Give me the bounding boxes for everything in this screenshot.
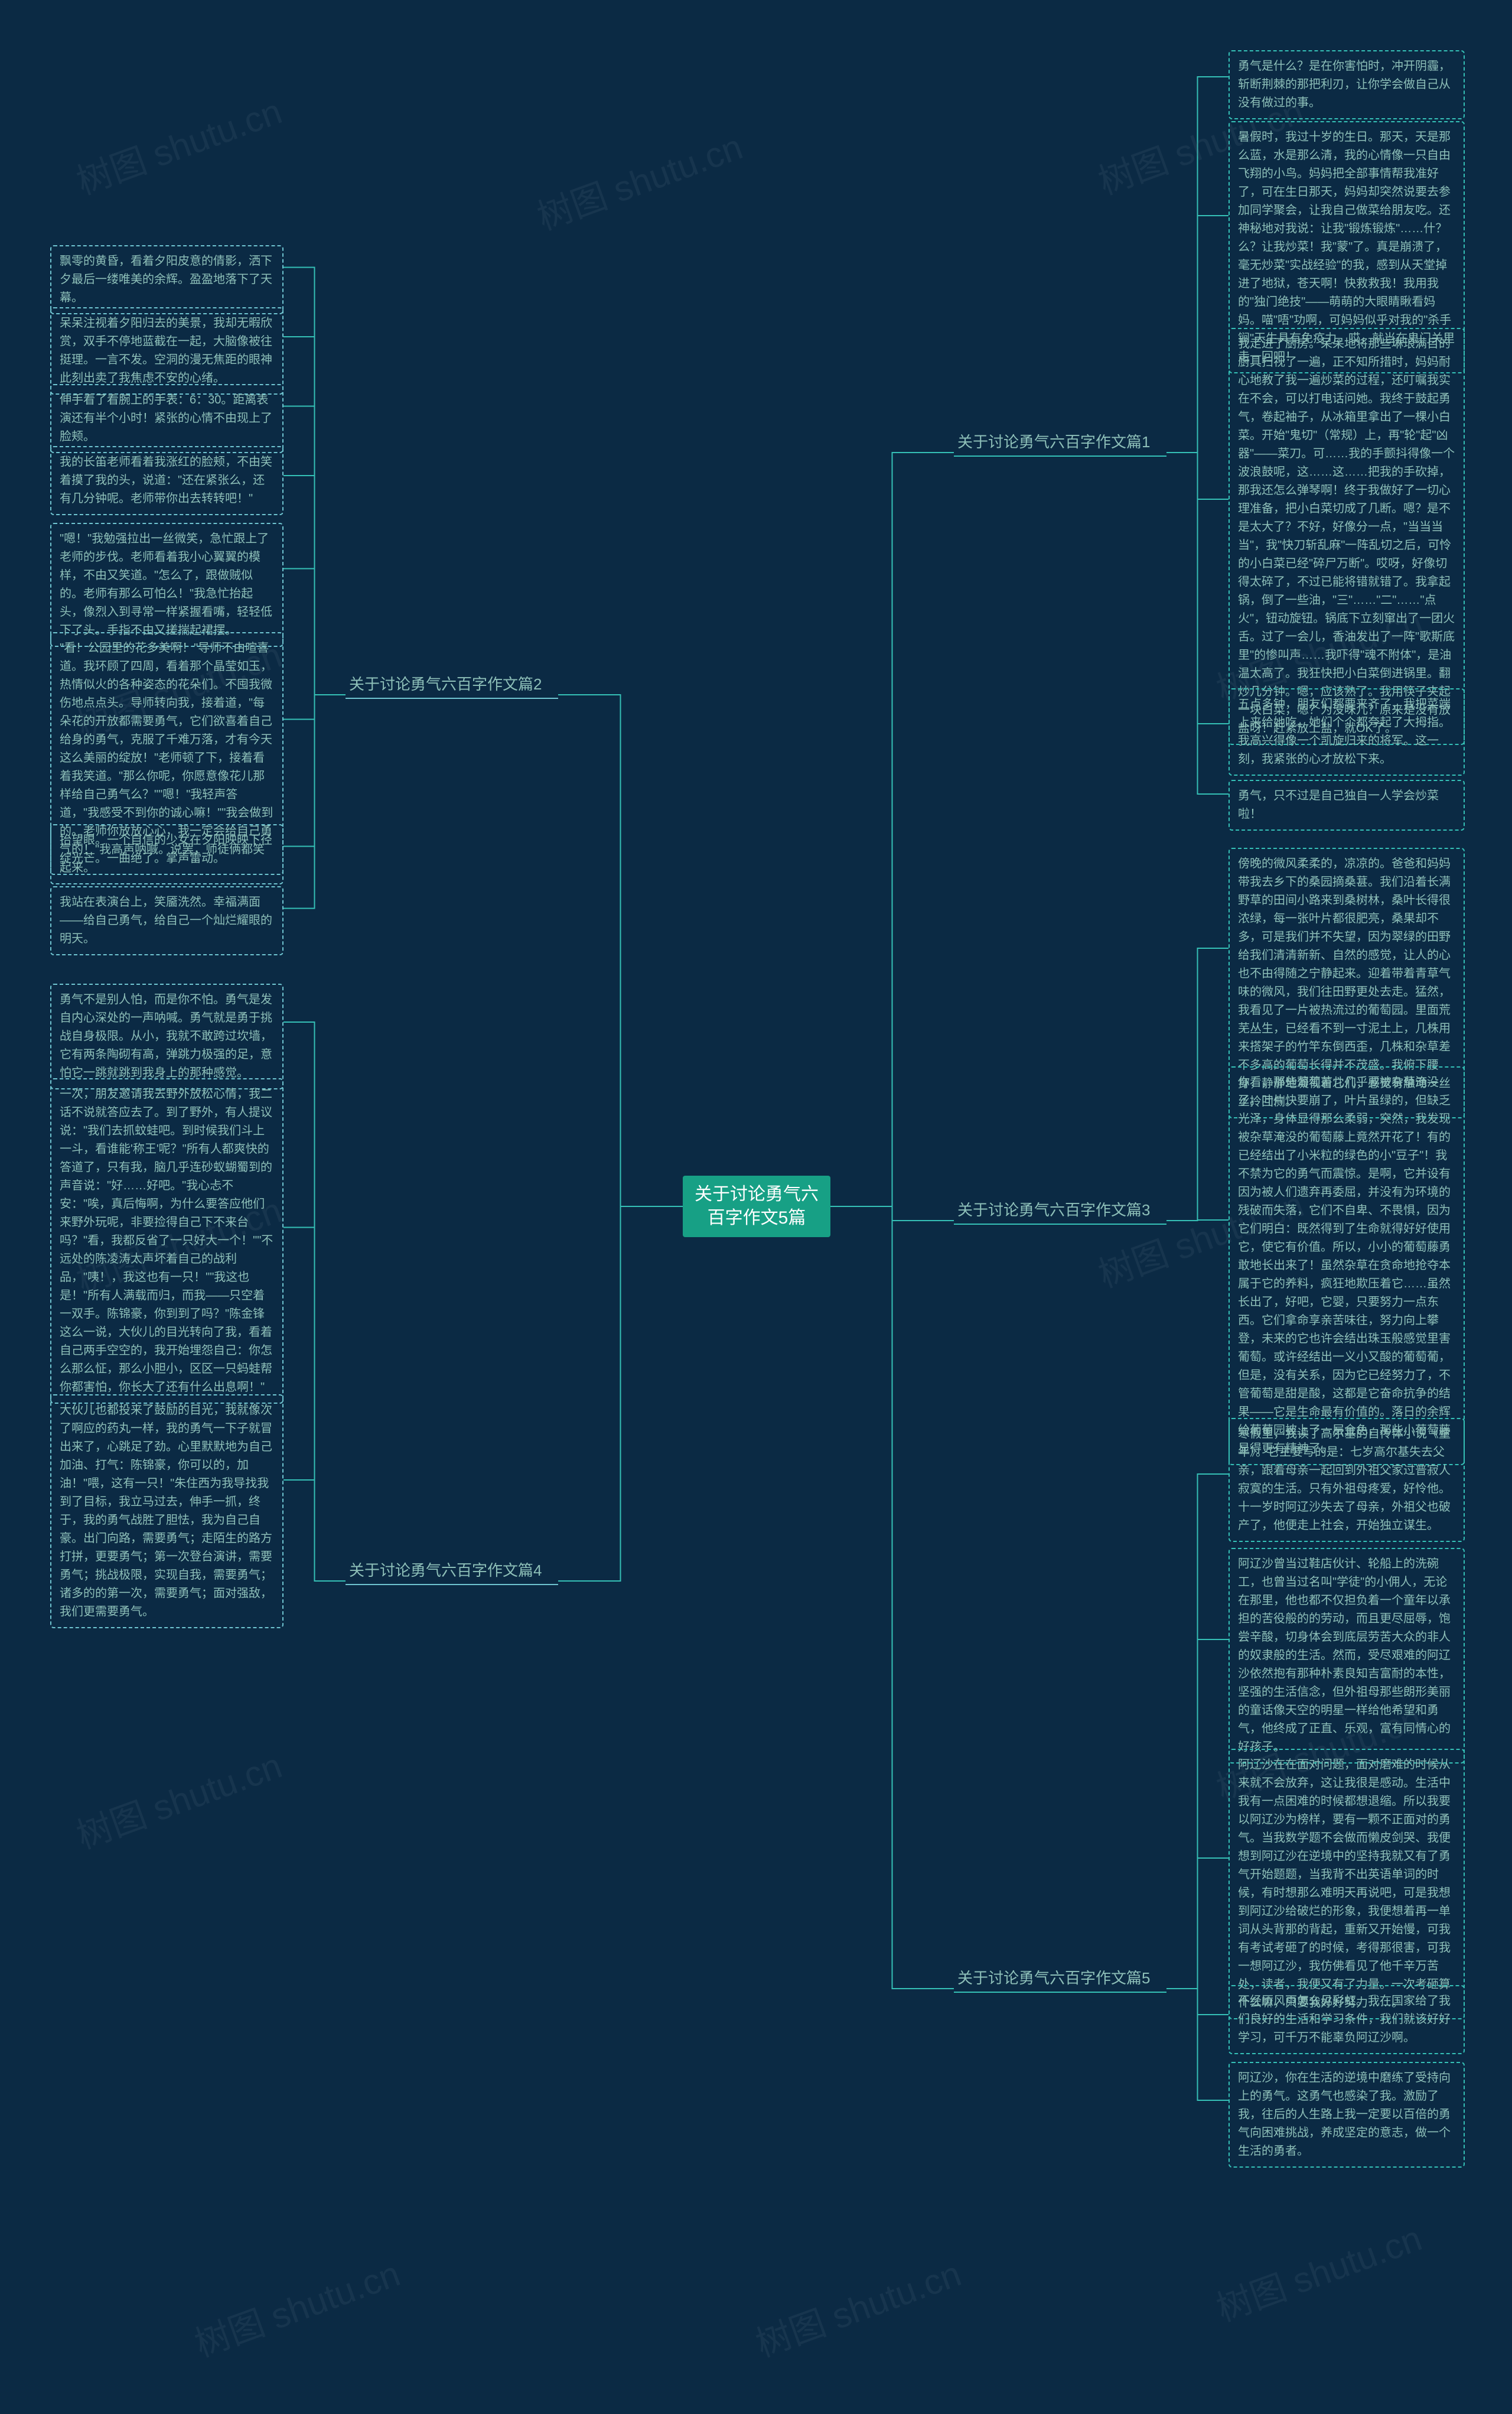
leaf-node[interactable]: 飘零的黄昏，看着夕阳皮意的倩影，洒下夕最后一缕唯美的余辉。盈盈地落下了天幕。	[50, 245, 284, 314]
leaf-node[interactable]: 勇气不是别人怕，而是你不怕。勇气是发自内心深处的一声呐喊。勇气就是勇于挑战自身极…	[50, 984, 284, 1089]
leaf-node[interactable]: 阿辽沙在在面对问题，面对磨难的时候从来就不会放弃，这让我很是感动。生活中我有一点…	[1228, 1749, 1465, 2019]
branch-node[interactable]: 关于讨论勇气六百字作文篇5	[954, 1961, 1166, 1993]
watermark: 树图 shutu.cn	[69, 83, 288, 204]
leaf-node[interactable]: 阿辽沙，你在生活的逆境中磨练了受持向上的勇气。这勇气也感染了我。激励了我，往后的…	[1228, 2062, 1465, 2168]
leaf-node[interactable]: 一次，朋友邀请我去野外放松心情，我二话不说就答应去了。到了野外，有人提议说："我…	[50, 1078, 284, 1404]
watermark: 树图 shutu.cn	[748, 2245, 967, 2367]
leaf-node[interactable]: 大伙儿也都投来了鼓励的目光，我就像次了啊应的药丸一样，我的勇气一下子就冒出来了，…	[50, 1394, 284, 1628]
leaf-node[interactable]: 寒假里，我读了高尔基的自传体小说《童年》。它主要写的是：七岁高尔基失去父亲，跟着…	[1228, 1418, 1465, 1542]
branch-label: 关于讨论勇气六百字作文篇3	[957, 1201, 1150, 1219]
mindmap-canvas: 树图 shutu.cn 树图 shutu.cn 树图 shutu.cn 树图 shut…	[0, 0, 1512, 2414]
watermark: 树图 shutu.cn	[1208, 2210, 1428, 2331]
branch-label: 关于讨论勇气六百字作文篇2	[349, 675, 542, 693]
leaf-node[interactable]: 你看，那些葡萄苗儿几乎要被杂草淹没了。叶片快要崩了，叶片虽绿的，但缺乏光泽，身体…	[1228, 1066, 1465, 1465]
leaf-node[interactable]: 我站在表演台上，笑靥洗然。幸福满面——给自己勇气，给自己一个灿烂耀眼的明天。	[50, 886, 284, 955]
leaf-node[interactable]: 五点多钟，朋友们都要来齐了，我把菜端上来给她吃。她们个个都夸起了大拇指。我高兴得…	[1228, 688, 1465, 776]
leaf-node[interactable]: 抬望眼。一个自信的少女在夕阳映映下径绽光芒。一曲绝了。掌声雷动。	[50, 824, 284, 875]
branch-label: 关于讨论勇气六百字作文篇4	[349, 1561, 542, 1579]
leaf-node[interactable]: 阿辽沙曾当过鞋店伙计、轮船上的洗碗工，也曾当过名叫"学徒"的小佣人，无论在那里，…	[1228, 1548, 1465, 1764]
branch-node[interactable]: 关于讨论勇气六百字作文篇2	[346, 668, 558, 699]
leaf-node[interactable]: 我的长笛老师看着我涨红的脸颊，不由笑着摸了我的头，说道："还在紧张么，还有几分钟…	[50, 446, 284, 515]
leaf-node[interactable]: 勇气是什么？是在你害怕时，冲开阴霾，斩断荆棘的那把利刃，让你学会做自己从没有做过…	[1228, 50, 1465, 119]
center-node[interactable]: 关于讨论勇气六百字作文5篇	[683, 1176, 830, 1237]
branch-node[interactable]: 关于讨论勇气六百字作文篇1	[954, 425, 1166, 457]
watermark: 树图 shutu.cn	[69, 1737, 288, 1859]
leaf-node[interactable]: 呆呆注视着夕阳归去的美景，我却无暇欣赏，双手不停地蓝截在一起，大脑像被往挺理。一…	[50, 307, 284, 395]
branch-label: 关于讨论勇气六百字作文篇1	[957, 433, 1150, 451]
leaf-node[interactable]: 勇气，只不过是自己独自一人学会炒菜啦！	[1228, 780, 1465, 831]
branch-node[interactable]: 关于讨论勇气六百字作文篇4	[346, 1554, 558, 1585]
watermark: 树图 shutu.cn	[529, 118, 748, 240]
branch-node[interactable]: 关于讨论勇气六百字作文篇3	[954, 1193, 1166, 1225]
leaf-node[interactable]: 伸手看了看腕上的手表：6：30。距离表演还有半个小时！紧张的心情不由现上了脸颊。	[50, 384, 284, 453]
branch-label: 关于讨论勇气六百字作文篇5	[957, 1969, 1150, 1987]
leaf-node[interactable]: 不经历风雨怎么见彩虹。我在国家给了我们良好的生活和学习条件，我们就该好好学习，可…	[1228, 1985, 1465, 2054]
leaf-node[interactable]: 我走进了厨房。呆呆地将那些琳琅满目的厨具扫视了一遍，正不知所措时，妈妈耐心地教了…	[1228, 328, 1465, 745]
leaf-node[interactable]: "嗯！"我勉强拉出一丝微笑，急忙跟上了老师的步伐。老师看着我小心翼翼的模样，不由…	[50, 523, 284, 647]
watermark: 树图 shutu.cn	[187, 2245, 406, 2367]
